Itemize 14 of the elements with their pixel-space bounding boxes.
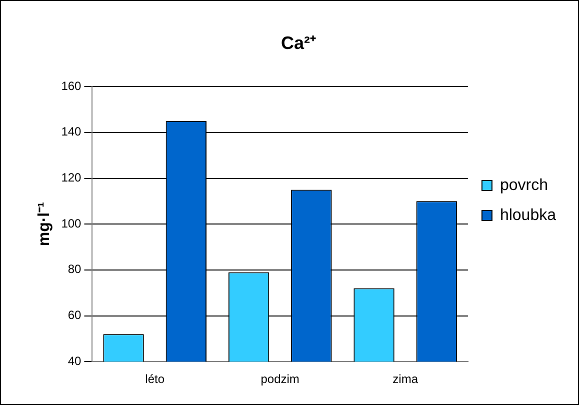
y-tick-label: 80 xyxy=(68,262,82,276)
y-tick-label: 60 xyxy=(68,308,82,322)
x-tick-label: léto xyxy=(145,372,165,386)
chart-title: Ca²⁺ xyxy=(280,32,316,53)
x-tick-label: podzim xyxy=(260,372,300,386)
y-tick-label: 160 xyxy=(61,78,82,93)
y-tick-label: 40 xyxy=(68,354,82,368)
y-tick-label: 140 xyxy=(61,124,82,139)
y-tick-label: 100 xyxy=(61,216,82,230)
legend-label: povrch xyxy=(500,176,548,194)
legend-label: hloubka xyxy=(500,206,556,224)
y-axis-title: mg·l⁻¹ xyxy=(36,202,54,246)
y-tick-label: 120 xyxy=(61,170,82,185)
x-tick-label: zima xyxy=(392,372,418,386)
